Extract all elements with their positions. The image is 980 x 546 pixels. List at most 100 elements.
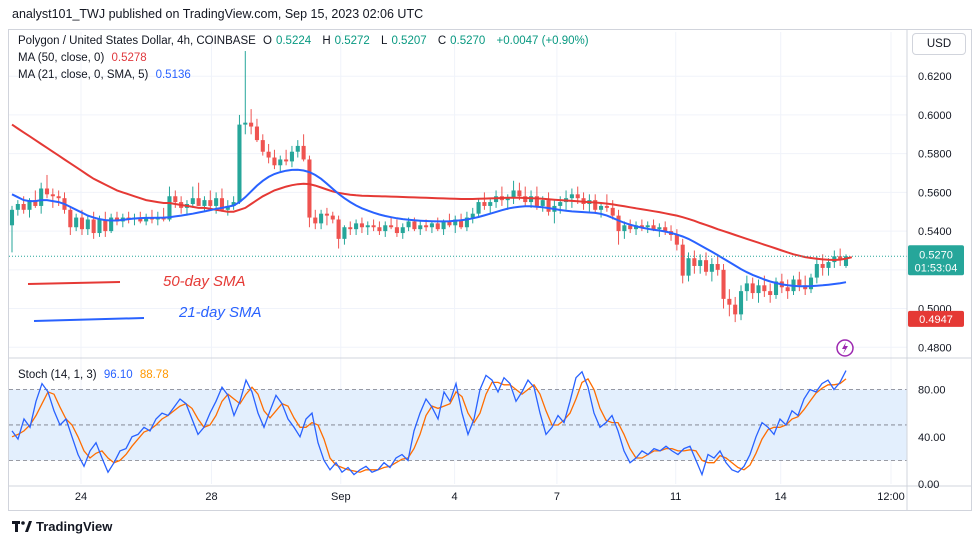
candle xyxy=(56,190,61,206)
candle-body xyxy=(44,188,50,195)
candle-body xyxy=(645,225,650,228)
candle-body xyxy=(663,227,668,232)
candle-body xyxy=(173,196,178,203)
candle-body xyxy=(674,234,679,245)
time-tick-label: 12:00 xyxy=(877,491,905,503)
candle-body xyxy=(79,217,85,230)
price-tick-label: 0.5400 xyxy=(918,226,952,238)
ma21-line xyxy=(11,168,847,288)
candle-body xyxy=(459,219,464,228)
candle xyxy=(738,285,744,321)
candle-body xyxy=(698,260,703,266)
candle xyxy=(820,254,825,276)
ohlc-close: C 0.5270 xyxy=(437,35,486,47)
candle xyxy=(371,219,376,232)
candle xyxy=(237,114,242,204)
price-change: +0.0047 (+0.90%) xyxy=(496,35,589,47)
candle-body xyxy=(709,264,714,272)
candle-body xyxy=(797,279,802,286)
candle-body xyxy=(50,194,55,197)
candle xyxy=(284,149,289,166)
ma50-line xyxy=(11,123,853,262)
candle-body xyxy=(604,205,609,208)
candle-body xyxy=(843,256,849,266)
candle xyxy=(569,188,574,208)
candle xyxy=(85,215,90,235)
candle xyxy=(15,200,20,216)
time-tick-label: 11 xyxy=(670,491,681,503)
candle xyxy=(733,296,738,323)
candle xyxy=(301,134,306,162)
annotation-sma21: 21-day SMA xyxy=(179,304,262,321)
candle-body xyxy=(412,221,417,230)
candle-body xyxy=(546,200,551,212)
candle-body xyxy=(575,194,580,199)
candle xyxy=(715,256,720,276)
currency-button[interactable]: USD xyxy=(912,33,966,55)
candle xyxy=(74,213,79,232)
ma50-label: MA (50, close, 0) xyxy=(18,52,105,64)
candle xyxy=(674,229,679,251)
candle-body xyxy=(260,140,265,152)
candle xyxy=(482,192,487,210)
candle-body xyxy=(202,200,207,206)
candle xyxy=(768,283,773,303)
candle xyxy=(750,277,755,299)
candle xyxy=(394,219,399,237)
candle xyxy=(546,192,551,216)
last-price-tag-bg xyxy=(908,245,964,276)
event-flash-icon[interactable] xyxy=(836,339,854,357)
candle-body xyxy=(727,298,732,305)
candle xyxy=(184,200,190,216)
candle xyxy=(727,289,732,317)
candle xyxy=(144,213,149,226)
candle-body xyxy=(453,219,458,226)
ma-price-tag-text: 0.4947 xyxy=(919,314,953,326)
candle-body xyxy=(243,122,248,125)
price-tick-label: 0.6000 xyxy=(918,110,952,122)
candle-body xyxy=(278,159,283,166)
candle xyxy=(610,200,615,220)
candle xyxy=(470,207,475,224)
legend-ma21-row: MA (21, close, 0, SMA, 5) 0.5136 xyxy=(18,69,195,81)
time-tick-label: 28 xyxy=(205,491,217,503)
candle-body xyxy=(167,196,172,220)
candle xyxy=(342,225,347,245)
candle xyxy=(190,186,195,208)
tradingview-logo[interactable]: TradingView xyxy=(12,519,112,534)
candle-body xyxy=(622,225,627,232)
candle-body xyxy=(610,207,615,216)
time-tick-label: Sep xyxy=(331,491,351,503)
candle xyxy=(459,213,464,230)
candle-body xyxy=(27,200,32,210)
candle xyxy=(593,194,598,214)
candle-body xyxy=(266,151,271,158)
candle-body xyxy=(744,283,749,292)
candle xyxy=(330,211,335,224)
candle xyxy=(307,155,312,228)
candle-body xyxy=(394,227,399,234)
candle xyxy=(429,221,434,234)
candle xyxy=(703,252,709,276)
candle xyxy=(552,200,557,224)
candle xyxy=(324,207,329,226)
candle xyxy=(348,221,353,235)
candle xyxy=(826,258,831,276)
last-price-tag-text: 0.5270 xyxy=(919,249,953,261)
stoch-k-value: 96.10 xyxy=(103,369,133,381)
candle xyxy=(616,209,621,245)
candle xyxy=(295,140,300,158)
candle-body xyxy=(756,285,761,294)
stoch-k-line xyxy=(11,370,847,477)
candle-body xyxy=(470,213,475,218)
candle xyxy=(336,215,341,249)
candle xyxy=(278,155,283,172)
candle xyxy=(149,209,155,224)
candle-body xyxy=(808,277,814,290)
candle xyxy=(599,202,604,218)
sma21-annotation-line xyxy=(33,317,145,322)
candle xyxy=(721,264,726,309)
candle xyxy=(377,221,382,235)
candle-body xyxy=(377,227,382,232)
